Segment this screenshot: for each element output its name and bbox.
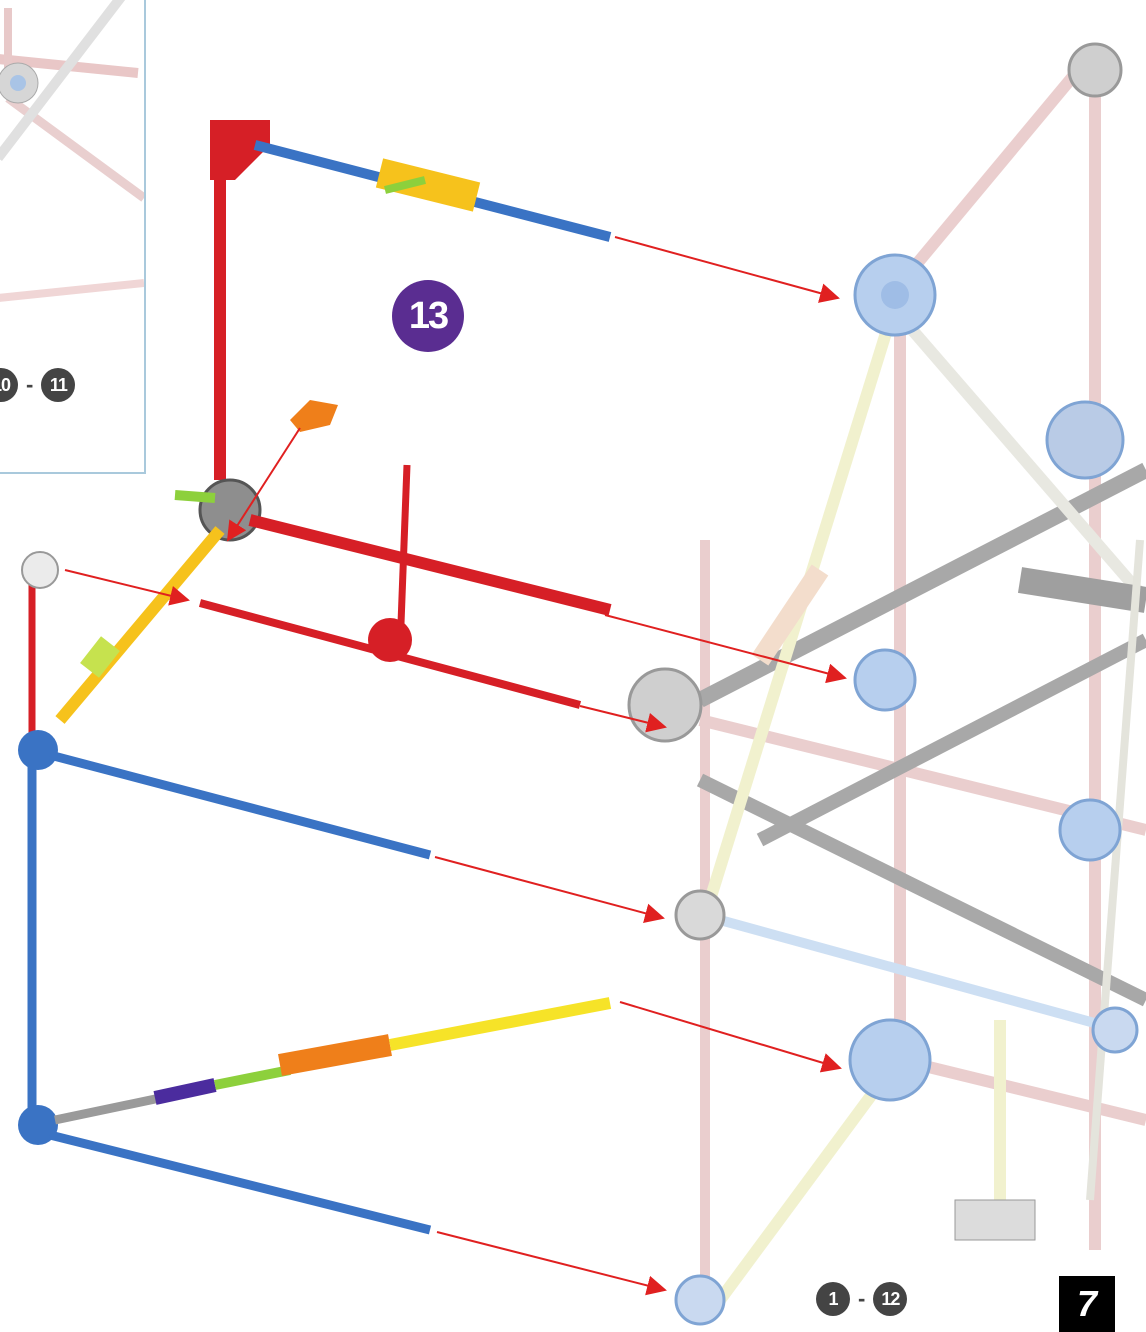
page-number: 7 (1059, 1276, 1115, 1332)
guide-arrows (64, 236, 847, 1296)
inset-range-end: 11 (41, 368, 76, 402)
existing-structure (696, 46, 1146, 1304)
main-range-end: 12 (873, 1282, 908, 1316)
main-range-start: 1 (816, 1282, 850, 1316)
step-number-badge: 13 (392, 280, 464, 352)
inset-range-start: 10 (0, 368, 18, 402)
inset-drawing (0, 0, 144, 302)
range-dash: - (858, 1286, 866, 1311)
range-dash: - (26, 372, 34, 397)
inset-step-range: 10 - 11 (0, 368, 76, 402)
new-parts (18, 120, 612, 1235)
main-step-range: 1 - 12 (816, 1282, 908, 1316)
connector-hubs (627, 42, 1139, 1326)
inset-panel: 10 - 11 (0, 0, 146, 474)
